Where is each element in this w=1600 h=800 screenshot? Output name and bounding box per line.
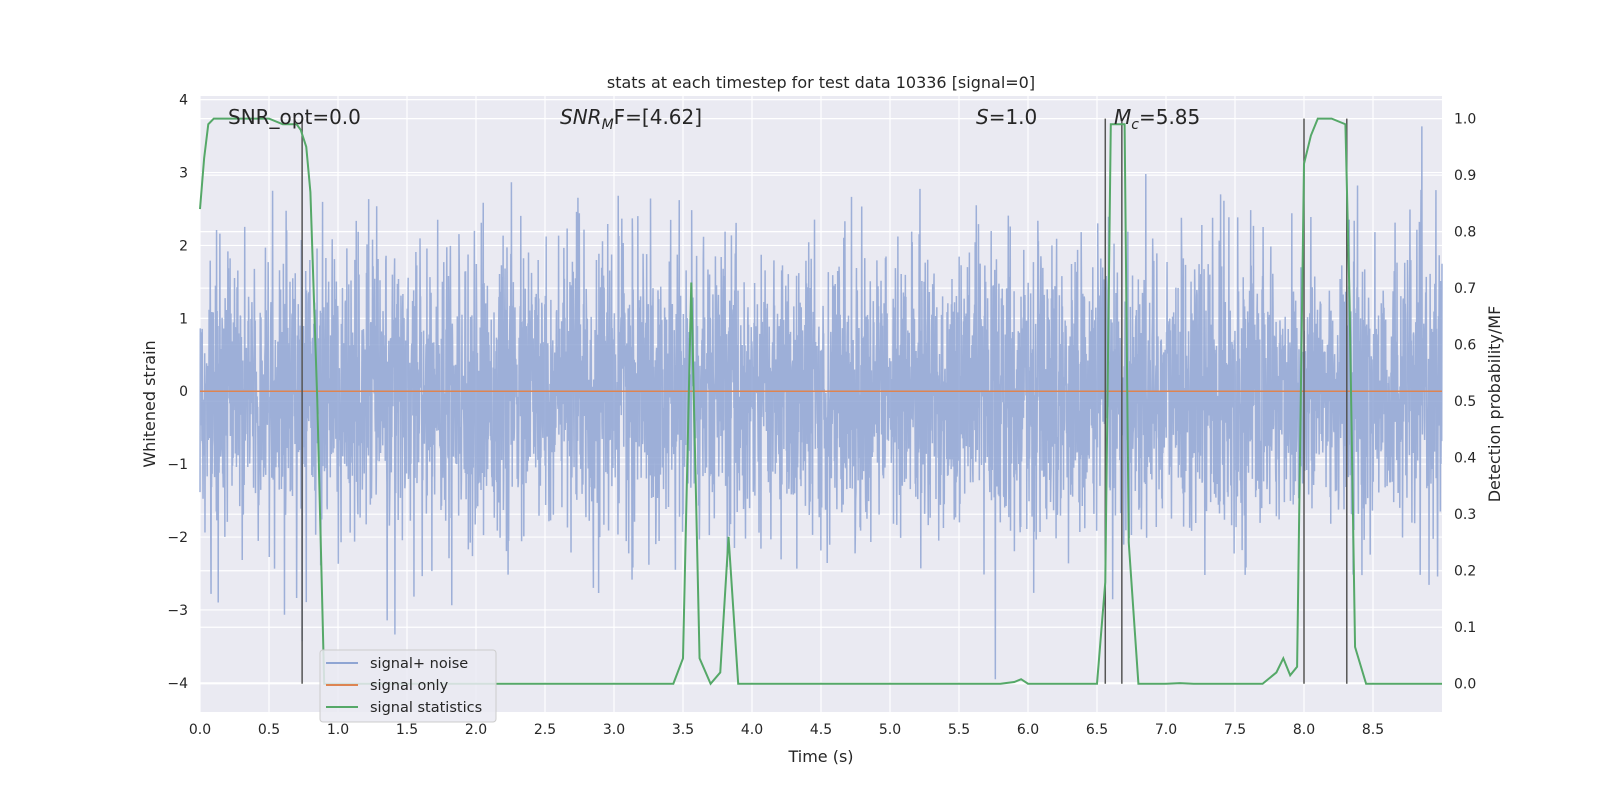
annotation-snr-mf-sub: M xyxy=(602,117,614,133)
noise-trace xyxy=(199,126,1443,680)
y-tick-label: 1 xyxy=(179,311,188,327)
annotation-mc-value: =5.85 xyxy=(1139,105,1200,129)
x-tick-label: 0.0 xyxy=(189,722,211,738)
annotation-s-value: =1.0 xyxy=(989,105,1038,129)
x-tick-label: 2.5 xyxy=(534,722,556,738)
y-axis-label: Whitened strain xyxy=(140,340,159,467)
legend-box xyxy=(319,649,497,723)
x-tick-label: 2.0 xyxy=(465,722,487,738)
x-tick-label: 0.5 xyxy=(258,722,280,738)
y-tick-label: −2 xyxy=(167,530,188,546)
annotation-mc-sub: c xyxy=(1131,117,1139,133)
series-signal-noise xyxy=(199,126,1443,680)
x-tick-labels: 0.0 0.5 1.0 1.5 2.0 2.5 3.0 3.5 4.0 4.5 5.0 5.5 6.0 6… xyxy=(189,722,1384,738)
annotation-mc: Mc=5.85 xyxy=(1114,105,1200,133)
x-tick-label: 4.0 xyxy=(741,722,763,738)
y-tick-label: −4 xyxy=(167,676,188,692)
legend: signal+ noise signal only signal statist… xyxy=(319,649,497,723)
legend-label-signal-noise: signal+ noise xyxy=(370,656,468,672)
x-tick-label: 3.5 xyxy=(672,722,694,738)
statistics-trace xyxy=(199,117,1442,686)
x-tick-label: 7.5 xyxy=(1224,722,1246,738)
y-tick-label: 4 xyxy=(179,93,188,109)
y2-tick-label: 0.6 xyxy=(1454,338,1476,354)
x-tick-label: 4.5 xyxy=(810,722,832,738)
y2-tick-label: 0.7 xyxy=(1454,281,1476,297)
legend-label-signal-only: signal only xyxy=(370,678,449,694)
y-tick-label: 2 xyxy=(179,238,188,254)
y2-tick-label: 0.2 xyxy=(1454,564,1476,580)
series-signal-statistics xyxy=(199,117,1442,686)
chart-title: stats at each timestep for test data 103… xyxy=(607,73,1035,92)
y2-tick-label: 1.0 xyxy=(1454,112,1476,128)
x-tick-label: 8.0 xyxy=(1293,722,1315,738)
annotation-snr-opt: SNR_opt=0.0 xyxy=(228,105,361,129)
y2-tick-label: 0.4 xyxy=(1454,451,1476,467)
y-tick-label: 0 xyxy=(179,384,188,400)
y-tick-labels: −4 −3 −2 −1 0 1 2 3 4 xyxy=(167,93,188,692)
y-tick-label: −1 xyxy=(167,457,188,473)
x-tick-label: 6.5 xyxy=(1086,722,1108,738)
x-tick-label: 3.0 xyxy=(603,722,625,738)
annotation-snr-mf-base: SNR xyxy=(560,105,602,129)
y2-tick-label: 0.8 xyxy=(1454,225,1476,241)
y-tick-label: 3 xyxy=(179,166,188,182)
x-tick-label: 7.0 xyxy=(1155,722,1177,738)
x-tick-label: 5.5 xyxy=(948,722,970,738)
y2-tick-labels: 0.0 0.1 0.2 0.3 0.4 0.5 0.6 0.7 0.8 0.9 1.0 xyxy=(1454,112,1476,693)
legend-label-signal-statistics: signal statistics xyxy=(370,700,482,716)
x-tick-label: 1.5 xyxy=(396,722,418,738)
y2-tick-label: 0.3 xyxy=(1454,507,1476,523)
annotation-snr-mf-rest: F=[4.62] xyxy=(614,105,702,129)
y2-axis-label: Detection probability/MF xyxy=(1485,306,1504,503)
y2-tick-label: 0.5 xyxy=(1454,394,1476,410)
y2-tick-label: 0.1 xyxy=(1454,620,1476,636)
y2-tick-label: 0.0 xyxy=(1454,677,1476,693)
annotation-s: S=1.0 xyxy=(976,105,1037,129)
x-tick-label: 1.0 xyxy=(327,722,349,738)
annotation-snr-mf: SNRMF=[4.62] xyxy=(560,105,702,133)
y2-tick-label: 0.9 xyxy=(1454,168,1476,184)
x-axis-label: Time (s) xyxy=(787,747,853,766)
y-tick-label: −3 xyxy=(167,603,188,619)
x-tick-label: 8.5 xyxy=(1362,722,1384,738)
annotation-s-var: S xyxy=(976,105,989,129)
x-tick-label: 5.0 xyxy=(879,722,901,738)
x-tick-label: 6.0 xyxy=(1017,722,1039,738)
annotation-mc-base: M xyxy=(1114,105,1131,129)
